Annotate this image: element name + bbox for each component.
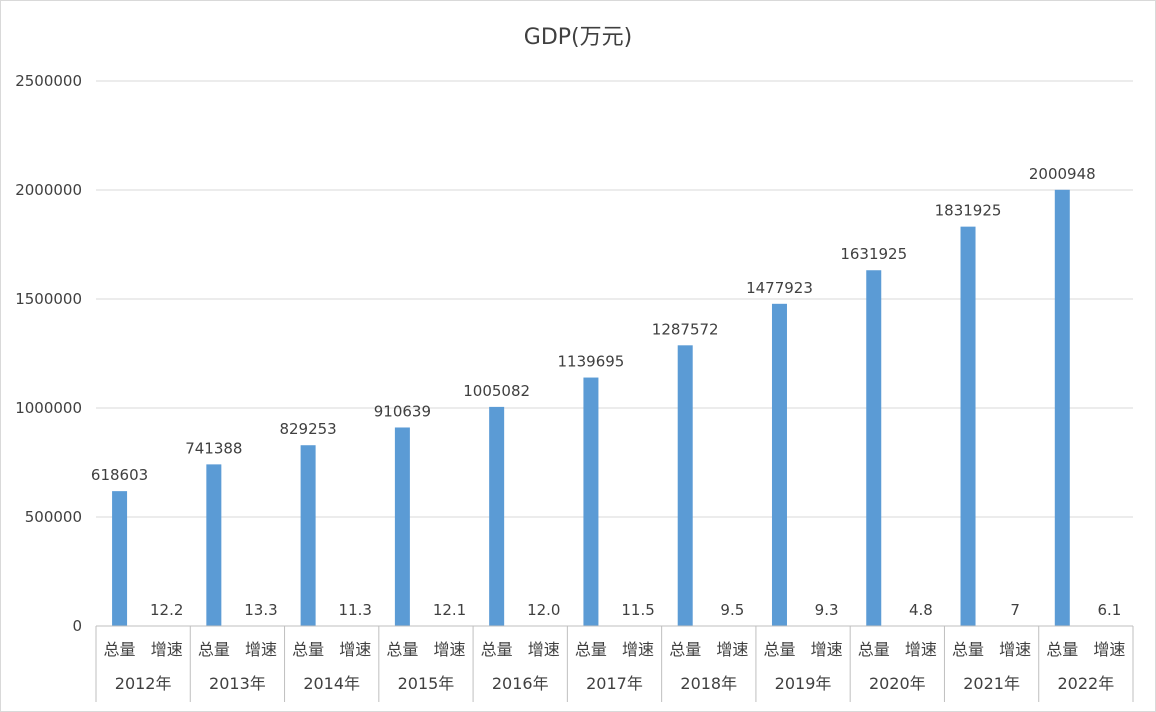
x-category-label: 2018年 bbox=[680, 674, 737, 693]
data-label: 1477923 bbox=[746, 279, 813, 297]
x-category-label: 2021年 bbox=[963, 674, 1020, 693]
bar bbox=[206, 464, 222, 626]
x-subcategory-label: 总量 bbox=[858, 640, 890, 659]
x-category-label: 2022年 bbox=[1057, 674, 1114, 693]
data-label: 7 bbox=[1010, 601, 1020, 619]
data-label: 11.3 bbox=[339, 601, 372, 619]
x-category-label: 2012年 bbox=[115, 674, 172, 693]
x-category-label: 2020年 bbox=[869, 674, 926, 693]
y-tick-label: 0 bbox=[72, 617, 82, 635]
x-category-label: 2015年 bbox=[398, 674, 455, 693]
bar bbox=[583, 377, 599, 626]
x-subcategory-label: 增速 bbox=[528, 640, 560, 659]
x-subcategory-label: 总量 bbox=[763, 640, 795, 659]
bar bbox=[300, 445, 316, 626]
x-subcategory-label: 总量 bbox=[386, 640, 418, 659]
gridlines bbox=[96, 80, 1133, 518]
data-label: 6.1 bbox=[1098, 601, 1122, 619]
bar bbox=[394, 427, 410, 626]
data-label: 13.3 bbox=[244, 601, 277, 619]
bar bbox=[489, 406, 505, 626]
x-subcategory-label: 总量 bbox=[104, 640, 136, 659]
data-label: 12.2 bbox=[150, 601, 183, 619]
x-subcategory-label: 总量 bbox=[292, 640, 324, 659]
x-subcategory-label: 总量 bbox=[481, 640, 513, 659]
y-tick-label: 2000000 bbox=[15, 181, 82, 199]
x-category-label: 2019年 bbox=[775, 674, 832, 693]
bar bbox=[1054, 189, 1070, 626]
x-subcategory-label: 增速 bbox=[151, 640, 183, 659]
x-subcategory-label: 增速 bbox=[905, 640, 937, 659]
bar bbox=[112, 491, 128, 626]
x-subcategory-label: 增速 bbox=[339, 640, 371, 659]
data-label: 1139695 bbox=[558, 353, 625, 371]
x-subcategory-label: 增速 bbox=[811, 640, 843, 659]
y-tick-label: 1500000 bbox=[15, 290, 82, 308]
x-category-label: 2017年 bbox=[586, 674, 643, 693]
bars bbox=[112, 189, 1117, 626]
data-label: 4.8 bbox=[909, 601, 933, 619]
bar bbox=[677, 345, 693, 626]
x-subcategory-label: 总量 bbox=[198, 640, 230, 659]
data-label: 12.1 bbox=[433, 601, 466, 619]
data-label: 2000948 bbox=[1029, 165, 1096, 183]
y-tick-label: 500000 bbox=[25, 508, 82, 526]
x-subcategory-label: 总量 bbox=[575, 640, 607, 659]
x-subcategory-label: 增速 bbox=[1093, 640, 1125, 659]
bar bbox=[960, 226, 976, 626]
x-subcategory-label: 增速 bbox=[434, 640, 466, 659]
y-tick-label: 2500000 bbox=[15, 72, 82, 90]
bar bbox=[771, 303, 787, 626]
data-label: 9.5 bbox=[720, 601, 744, 619]
data-label: 9.3 bbox=[815, 601, 839, 619]
chart-title: GDP(万元) bbox=[524, 25, 632, 50]
x-subcategory-label: 增速 bbox=[622, 640, 654, 659]
data-label: 741388 bbox=[185, 439, 242, 457]
x-subcategory-label: 总量 bbox=[669, 640, 701, 659]
x-category-label: 2014年 bbox=[303, 674, 360, 693]
x-subcategory-label: 总量 bbox=[952, 640, 984, 659]
data-label: 12.0 bbox=[527, 601, 560, 619]
data-label: 910639 bbox=[374, 402, 431, 420]
x-subcategory-label: 增速 bbox=[245, 640, 277, 659]
data-label: 11.5 bbox=[621, 601, 654, 619]
x-subcategory-label: 增速 bbox=[716, 640, 748, 659]
x-category-label: 2013年 bbox=[209, 674, 266, 693]
data-label: 1287572 bbox=[652, 320, 719, 338]
bar bbox=[866, 270, 882, 626]
x-category-label: 2016年 bbox=[492, 674, 549, 693]
data-label: 1005082 bbox=[463, 382, 530, 400]
data-labels: 618603 741388 829253 910639 1005082 1139695 12… bbox=[91, 165, 1121, 619]
x-subcategory-label: 总量 bbox=[1046, 640, 1078, 659]
data-label: 1831925 bbox=[935, 202, 1002, 220]
y-tick-label: 1000000 bbox=[15, 399, 82, 417]
x-subcategory-label: 增速 bbox=[999, 640, 1031, 659]
data-label: 829253 bbox=[279, 420, 336, 438]
y-axis-ticks: 0 500000 1000000 1500000 2000000 2500000 bbox=[15, 72, 82, 635]
data-label: 618603 bbox=[91, 466, 148, 484]
data-label: 1631925 bbox=[840, 245, 907, 263]
